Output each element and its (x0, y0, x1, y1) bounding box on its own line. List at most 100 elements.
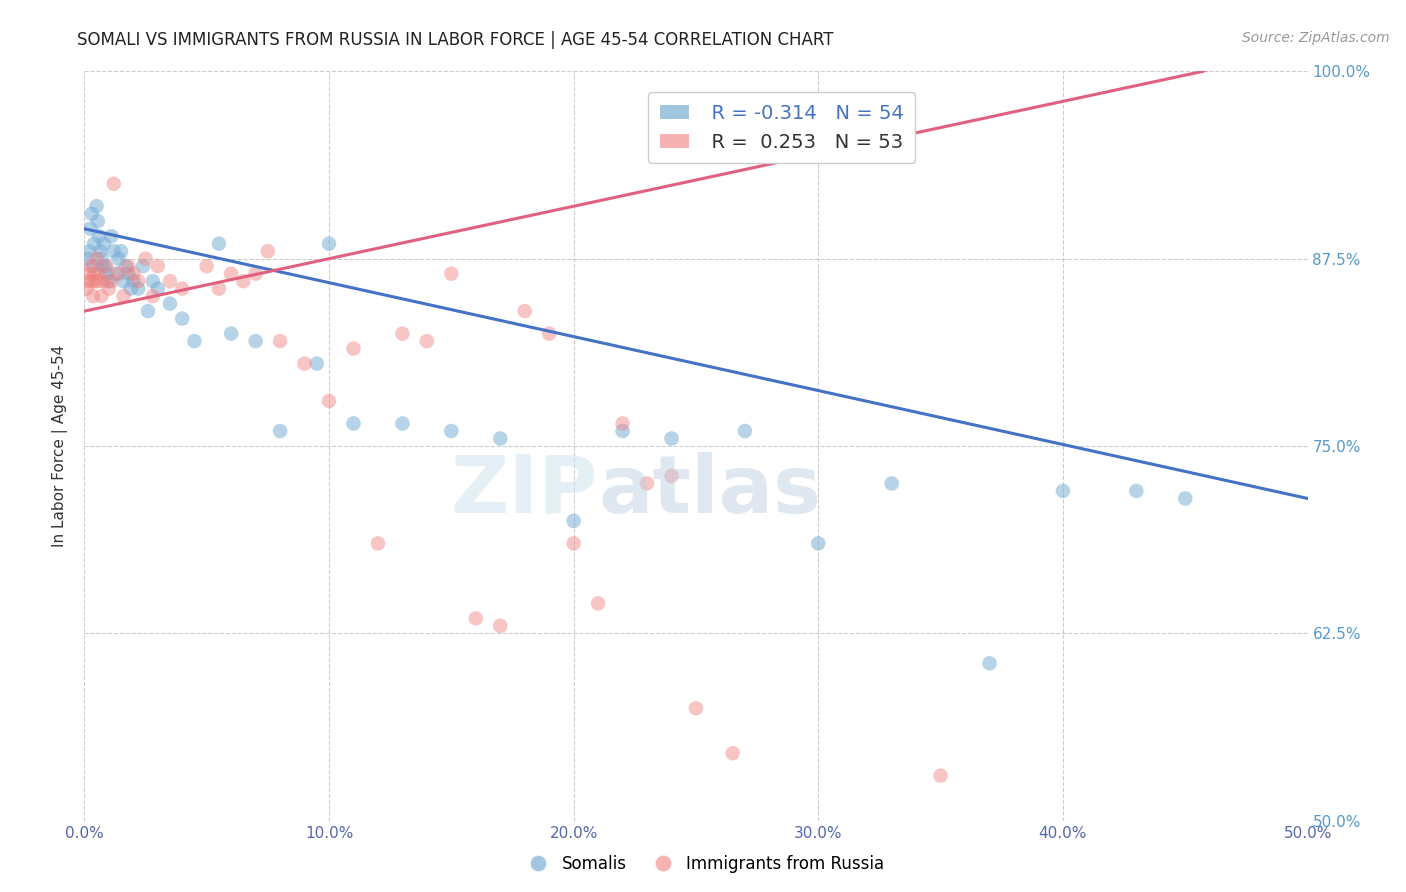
Point (440, 267, 463, 281)
Point (159, 296, 181, 310)
Point (122, 274, 145, 288)
Point (77, 244, 100, 259)
Point (586, 596, 609, 610)
Point (416, 334, 439, 348)
Point (257, 244, 280, 259)
Point (120, 282, 142, 296)
Point (513, 304, 536, 318)
Point (77, 252, 100, 266)
Point (86, 252, 108, 266)
Point (146, 259, 169, 273)
Point (562, 536, 585, 550)
Point (86, 199, 108, 213)
Point (107, 267, 129, 281)
Point (122, 267, 145, 281)
Point (79, 221, 101, 235)
Point (734, 424, 756, 438)
Point (219, 267, 242, 281)
Point (294, 357, 316, 371)
Point (77, 267, 100, 281)
Point (807, 536, 830, 550)
Point (1174, 491, 1197, 506)
Point (929, 769, 952, 783)
Point (183, 334, 205, 348)
Point (79, 259, 101, 273)
Point (208, 282, 231, 296)
Point (318, 236, 340, 251)
Point (90, 289, 112, 303)
Point (117, 259, 139, 273)
Point (127, 282, 149, 296)
Point (342, 342, 364, 356)
Text: SOMALI VS IMMIGRANTS FROM RUSSIA IN LABOR FORCE | AGE 45-54 CORRELATION CHART: SOMALI VS IMMIGRANTS FROM RUSSIA IN LABO… (77, 31, 834, 49)
Point (82, 289, 104, 303)
Point (464, 611, 486, 625)
Point (103, 244, 125, 259)
Point (80, 207, 103, 221)
Point (269, 334, 291, 348)
Point (1125, 483, 1147, 498)
Point (110, 244, 132, 259)
Point (90, 252, 112, 266)
Point (159, 274, 181, 288)
Point (132, 259, 155, 273)
Point (97, 274, 120, 288)
Point (979, 657, 1001, 671)
Point (342, 417, 364, 431)
Point (367, 536, 389, 550)
Point (117, 267, 139, 281)
Point (83, 236, 105, 251)
Point (195, 259, 218, 273)
Point (76, 282, 98, 296)
Point (93, 274, 115, 288)
Point (661, 469, 683, 483)
Point (172, 311, 194, 326)
Text: atlas: atlas (598, 452, 821, 530)
Point (232, 274, 254, 288)
Point (127, 274, 149, 288)
Point (105, 267, 128, 281)
Point (391, 417, 413, 431)
Point (538, 326, 561, 341)
Point (82, 259, 104, 273)
Point (94, 259, 117, 273)
Point (489, 432, 512, 446)
Point (562, 514, 585, 528)
Point (1052, 483, 1074, 498)
Point (83, 267, 105, 281)
Point (245, 334, 267, 348)
Point (107, 252, 129, 266)
Legend: Somalis, Immigrants from Russia: Somalis, Immigrants from Russia (515, 848, 891, 880)
Point (208, 236, 231, 251)
Point (721, 746, 744, 760)
Point (245, 267, 267, 281)
Point (135, 252, 157, 266)
Point (100, 274, 122, 288)
Point (440, 424, 463, 438)
Point (87, 229, 110, 244)
Point (84, 274, 107, 288)
Point (112, 274, 135, 288)
Point (142, 274, 165, 288)
Point (97, 282, 120, 296)
Point (91, 259, 114, 273)
Point (136, 304, 159, 318)
Point (80, 274, 103, 288)
Point (115, 259, 138, 273)
Point (112, 289, 135, 303)
Point (87, 267, 110, 281)
Point (391, 326, 413, 341)
Point (87, 274, 110, 288)
Point (880, 476, 903, 491)
Point (318, 394, 340, 409)
Point (100, 229, 122, 244)
Legend:   R = -0.314   N = 54,   R =  0.253   N = 53: R = -0.314 N = 54, R = 0.253 N = 53 (648, 92, 915, 163)
Point (142, 289, 165, 303)
Point (685, 701, 707, 715)
Point (612, 424, 634, 438)
Point (219, 326, 242, 341)
Point (269, 424, 291, 438)
Point (146, 282, 169, 296)
Point (96, 267, 118, 281)
Point (661, 432, 683, 446)
